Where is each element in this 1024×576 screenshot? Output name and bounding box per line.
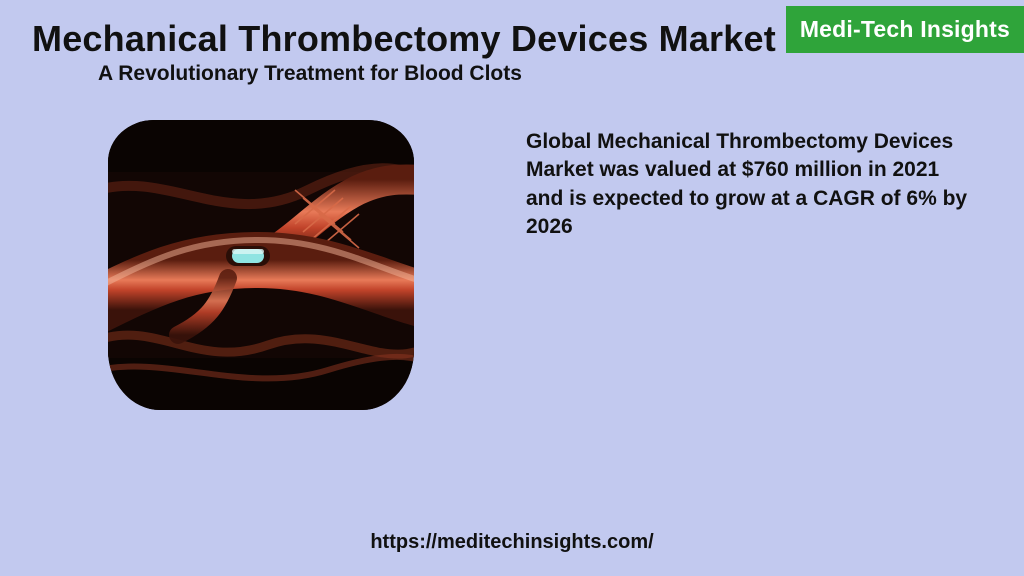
blood-vessel-icon: [108, 120, 414, 410]
summary-text: Global Mechanical Thrombectomy Devices M…: [526, 128, 976, 241]
hero-illustration: [108, 120, 414, 410]
page-subtitle: A Revolutionary Treatment for Blood Clot…: [98, 62, 522, 86]
footer-url: https://meditechinsights.com/: [0, 531, 1024, 554]
brand-badge: Medi-Tech Insights: [786, 6, 1024, 53]
page-title: Mechanical Thrombectomy Devices Market: [32, 18, 776, 60]
